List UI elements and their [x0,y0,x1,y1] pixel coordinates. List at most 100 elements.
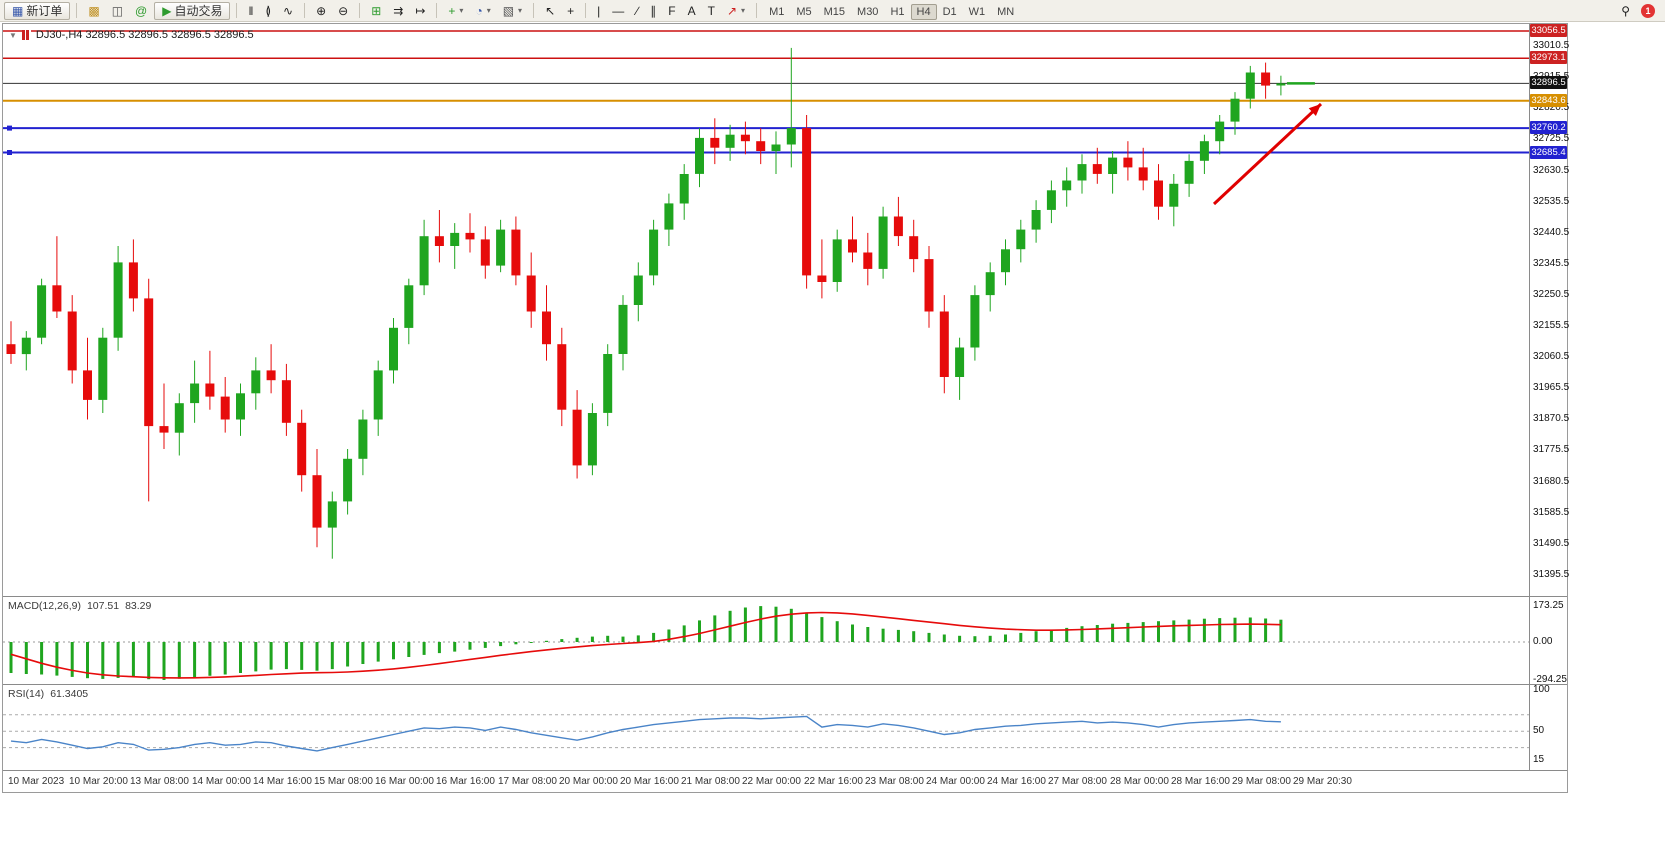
candlestick-icon: ≬ [265,3,272,18]
price-chart-plot[interactable] [3,24,1529,596]
indicators-button[interactable]: + ▾ [443,2,468,20]
arrows-button[interactable]: ↗ ▾ [722,2,750,20]
toolbar-separator [585,3,587,18]
price-tag: 32843.6 [1530,94,1567,107]
price-axis-label: 33010.5 [1533,40,1570,51]
search-button[interactable]: ⚲ [1616,2,1635,20]
macd-main-value: 107.51 [86,600,120,612]
line-chart-button[interactable]: ∿ [278,2,298,20]
auto-scroll-button[interactable]: ⇉ [388,2,408,20]
price-axis-label: 31490.5 [1533,538,1570,549]
toolbar-separator [436,3,438,18]
rsi-axis-label: 100 [1533,684,1550,695]
price-tag: 32973.1 [1530,51,1567,64]
periods-button[interactable]: ◔ ▾ [470,2,495,20]
price-axis-label: 32250.5 [1533,289,1570,300]
time-axis-label: 23 Mar 08:00 [865,776,924,787]
main-toolbar: ▦ 新订单 ▩ ◫ @ ▶ 自动交易 ‖ ≬ ∿ ⊕ ⊖ ⊞ ⇉ ↦ + ▾ ◔ ▾… [0,0,1665,22]
price-axis-label: 31870.5 [1533,413,1570,424]
tile-windows-button[interactable]: ⊞ [366,2,386,20]
channel-icon: ∥ [650,3,657,18]
toolbar-separator [76,3,78,18]
time-axis-label: 16 Mar 16:00 [436,776,495,787]
rsi-indicator-plot[interactable] [3,685,1529,770]
rsi-name: RSI(14) [8,688,45,700]
price-axis-label: 32630.5 [1533,165,1570,176]
bar-chart-button[interactable]: ‖ [243,2,258,20]
price-axis-label: 31585.5 [1533,507,1570,518]
timeframe-button-m15[interactable]: M15 [823,5,846,18]
autotrade-play-icon: ▶ [162,3,172,18]
timeframe-button-h1[interactable]: H1 [890,5,905,18]
time-axis-label: 10 Mar 20:00 [69,776,128,787]
price-axis-label: 32155.5 [1533,320,1570,331]
timeframe-button-d1[interactable]: D1 [942,5,957,18]
time-axis-label: 22 Mar 00:00 [742,776,801,787]
horizontal-line-icon: — [612,3,625,18]
time-axis-label: 20 Mar 00:00 [559,776,618,787]
timeframe-button-h4[interactable]: H4 [910,3,937,20]
chevron-down-icon: ▾ [518,6,523,15]
toolbar-separator [756,3,758,18]
timeframe-button-m30[interactable]: M30 [857,5,879,18]
candlestick-button[interactable]: ≬ [260,2,276,20]
price-tag: 32685.4 [1530,146,1567,159]
timeframe-button-m1[interactable]: M1 [769,5,785,18]
time-axis-label: 29 Mar 20:30 [1293,776,1352,787]
crosshair-button[interactable]: + [562,2,579,20]
new-chart-button[interactable]: ▩ [83,2,104,20]
time-axis-label: 14 Mar 00:00 [192,776,251,787]
text-icon: A [687,3,696,18]
price-tag: 32760.2 [1530,121,1567,134]
new-order-button[interactable]: ▦ 新订单 [4,1,71,20]
periods-clock-icon: ◔ [475,3,483,18]
time-axis-label: 14 Mar 16:00 [253,776,312,787]
new-order-label: 新订单 [26,4,63,18]
vertical-line-icon: | [597,3,601,18]
trendline-button[interactable]: ∕ [631,2,643,20]
autotrade-button[interactable]: ▶ 自动交易 [154,1,231,20]
label-button[interactable]: T [703,2,720,20]
price-axis-label: 31680.5 [1533,476,1570,487]
macd-indicator-plot[interactable] [3,597,1529,684]
price-axis-label: 32915.5 [1533,71,1570,82]
timeframe-button-m5[interactable]: M5 [796,5,812,18]
chart-symbol-icon [21,30,31,40]
templates-button[interactable]: ▧ ▾ [498,2,527,20]
new-chart-icon: ▩ [88,3,100,18]
arrows-icon: ↗ [726,3,738,18]
crosshair-icon: + [567,3,575,18]
timeframe-button-w1[interactable]: W1 [968,5,986,18]
new-order-icon: ▦ [12,3,24,18]
window-layout-button[interactable]: ◫ [107,2,128,20]
autotrade-label: 自动交易 [174,4,223,18]
line-chart-icon: ∿ [283,3,294,18]
chart-window: ▼ DJ30-,H4 32896.5 32896.5 32896.5 32896… [2,23,1570,793]
horizontal-line-button[interactable]: — [607,2,629,20]
collapse-icon[interactable]: ▼ [9,30,17,40]
panel-separator[interactable] [3,596,1567,597]
cursor-icon: ↖ [545,3,556,18]
time-axis-label: 13 Mar 08:00 [130,776,189,787]
price-axis-label: 32060.5 [1533,351,1570,362]
cursor-button[interactable]: ↖ [540,2,560,20]
chevron-down-icon: ▾ [741,6,746,15]
channel-button[interactable]: ∥ [645,2,661,20]
zoom-out-button[interactable]: ⊖ [333,2,353,20]
chart-shift-button[interactable]: ↦ [410,2,430,20]
timeframe-button-mn[interactable]: MN [997,5,1015,18]
macd-axis-label: 173.25 [1533,600,1564,611]
fibonacci-button[interactable]: F [663,2,680,20]
time-axis-label: 24 Mar 00:00 [926,776,985,787]
text-button[interactable]: A [683,2,701,20]
time-axis-label: 21 Mar 08:00 [681,776,740,787]
window-layout-icon: ◫ [111,3,124,18]
time-axis-label: 27 Mar 08:00 [1048,776,1107,787]
rsi-axis-label: 15 [1533,754,1545,765]
zoom-in-button[interactable]: ⊕ [311,2,331,20]
notification-badge[interactable]: 1 [1641,3,1655,18]
vertical-line-button[interactable]: | [592,2,605,20]
panel-separator[interactable] [3,684,1567,685]
navigator-button[interactable]: @ [130,2,152,20]
bar-chart-icon: ‖ [248,3,254,18]
